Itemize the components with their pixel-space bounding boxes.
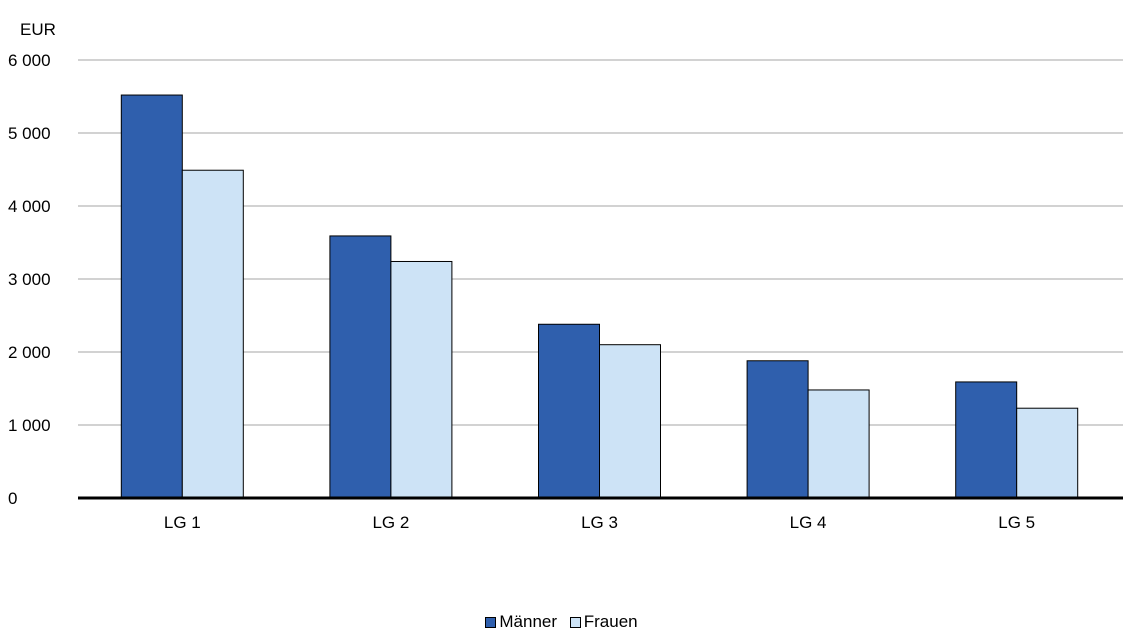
y-tick-label: 1 000	[8, 416, 51, 435]
gridlines	[78, 59, 1123, 426]
legend-item-frauen: Frauen	[569, 612, 638, 632]
x-tick-label: LG 1	[164, 513, 201, 532]
x-tick-label: LG 5	[998, 513, 1035, 532]
legend-item-maenner: Männer	[485, 612, 557, 632]
bar-chart: EUR 0 1 000 2 000 3 000 4 000 5 000 6 000 LG 1…	[8, 20, 1123, 532]
y-tick-label: 5 000	[8, 124, 51, 143]
y-tick-label: 0	[8, 489, 17, 508]
bar-frauen	[599, 344, 661, 499]
legend: Männer Frauen	[0, 612, 1123, 633]
x-tick-label: LG 4	[790, 513, 827, 532]
y-tick-label: 3 000	[8, 270, 51, 289]
bar-maenner	[955, 381, 1018, 499]
x-axis-ticks: LG 1 LG 2 LG 3 LG 4 LG 5	[164, 513, 1035, 532]
y-tick-label: 2 000	[8, 343, 51, 362]
legend-swatch-maenner	[485, 616, 497, 628]
bar-maenner	[538, 323, 600, 499]
bar-frauen	[390, 260, 453, 499]
y-axis-ticks: 0 1 000 2 000 3 000 4 000 5 000 6 000	[8, 51, 51, 508]
bar-maenner	[120, 94, 183, 499]
x-tick-label: LG 2	[372, 513, 409, 532]
x-tick-label: LG 3	[581, 513, 618, 532]
y-unit-label: EUR	[20, 20, 56, 39]
y-tick-label: 4 000	[8, 197, 51, 216]
y-tick-label: 6 000	[8, 51, 51, 70]
legend-swatch-frauen	[569, 616, 581, 628]
legend-label-frauen: Frauen	[583, 612, 638, 631]
bar-frauen	[181, 169, 244, 499]
bar-frauen	[1016, 407, 1079, 499]
legend-label-maenner: Männer	[499, 612, 558, 631]
bar-maenner	[746, 360, 809, 499]
bar-frauen	[807, 389, 870, 499]
bars	[120, 94, 1079, 499]
bar-maenner	[329, 235, 392, 499]
